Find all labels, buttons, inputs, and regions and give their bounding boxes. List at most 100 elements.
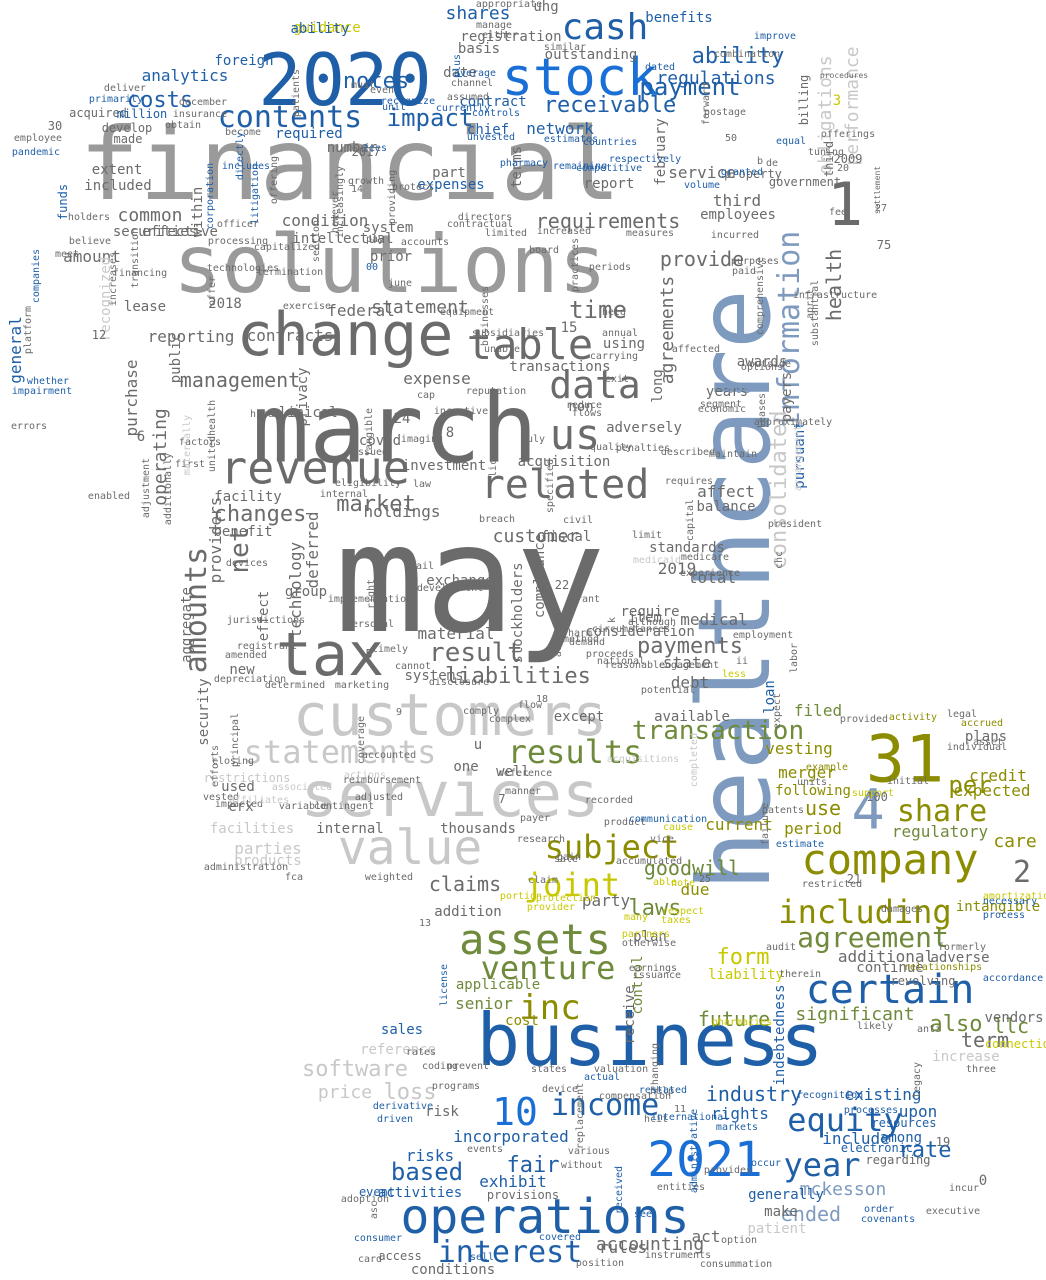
word: covenants [860,1214,916,1225]
word: able [652,877,678,888]
word: measures [625,228,675,239]
word: intangible [955,899,1041,915]
word: processing [207,236,269,247]
word: incorporated [453,1127,569,1146]
word: card [357,1254,383,1265]
word: k [607,616,618,624]
word: analytics [141,66,229,85]
word: average [453,68,497,79]
word: affected [671,344,721,355]
word: corporation [205,162,216,230]
word: adjusted [354,792,404,803]
word: platform [23,305,34,355]
word: internal [319,489,369,500]
word: consideration [585,624,695,640]
word: incur [948,1183,980,1194]
word: 22 [554,578,570,592]
word: health [822,248,846,322]
word: aggregate [179,587,195,663]
word: venture [480,949,616,987]
word: damages [880,904,924,915]
word: following [775,783,851,799]
word: fca [284,872,304,883]
word: available [654,709,730,725]
word: liability [708,967,784,983]
word: expect [772,692,783,730]
word: similar [543,42,587,53]
word: reporting [147,327,235,346]
word: note [670,878,696,889]
word: time [569,296,627,324]
word: costs [126,88,194,113]
word: cost [505,1013,539,1029]
word: stock [501,48,659,108]
word: driven [376,1114,414,1125]
word: assumed [446,92,490,103]
word: 7 [498,792,506,806]
word: expenses [417,177,485,193]
word: vice [649,834,675,845]
word: operations [400,1189,690,1245]
word: accrued [960,718,1004,729]
word: deferred [303,511,322,589]
word: believe [68,236,112,247]
word: increasingly [335,165,346,239]
word: receivable [543,93,677,118]
word: see [633,1209,653,1220]
word: tangible [364,407,375,457]
word: compensation [598,1091,672,1102]
word: practices [570,237,581,293]
word: cause [662,822,694,833]
word: due [680,880,710,899]
word: respectively [608,154,682,165]
word: significant [795,1004,915,1025]
word: goodwill [643,856,741,880]
word: covid [358,433,402,449]
word: solutions [173,218,607,311]
word: 9 [395,707,403,718]
word: 75 [876,238,892,252]
word: adversely [606,420,682,436]
word: consumer [353,1233,403,1244]
word: benefits [645,10,713,26]
word: markets [715,1122,759,1133]
word: income [550,1088,660,1123]
word: limited [484,228,528,239]
word: fee [828,207,848,218]
word: accounts [400,237,450,248]
word: license [439,963,450,1007]
word: comply [462,706,500,717]
word: investment [401,458,487,474]
word: development [416,583,484,594]
word: electronic [840,1141,914,1155]
word: exit [604,374,630,385]
word: received [614,1165,625,1215]
word: lease [123,299,167,315]
word: 30 [47,119,63,133]
word: must [350,80,376,91]
word: disclosure [428,677,490,688]
word: pandemic [11,147,61,158]
word: except [553,709,605,725]
word: thousands [440,821,516,837]
word: internal [316,821,384,837]
word: holders [67,212,111,223]
word: 11 [673,1104,687,1115]
word: described [660,447,716,458]
word: growth [347,176,385,187]
word: act [691,1227,721,1246]
word: holdings [363,502,441,521]
word: part [432,165,466,181]
word: personal [345,619,395,630]
word: year [783,1146,861,1184]
word: rate [898,1138,952,1163]
word: taxes [660,915,692,926]
word: medicare [680,552,730,563]
word: circumstances [591,624,671,635]
word: method [562,634,600,645]
word: medical [680,610,748,629]
word: uhg [533,0,559,15]
word: fees [362,143,388,154]
word: care [993,831,1037,852]
word: errors [10,421,48,432]
